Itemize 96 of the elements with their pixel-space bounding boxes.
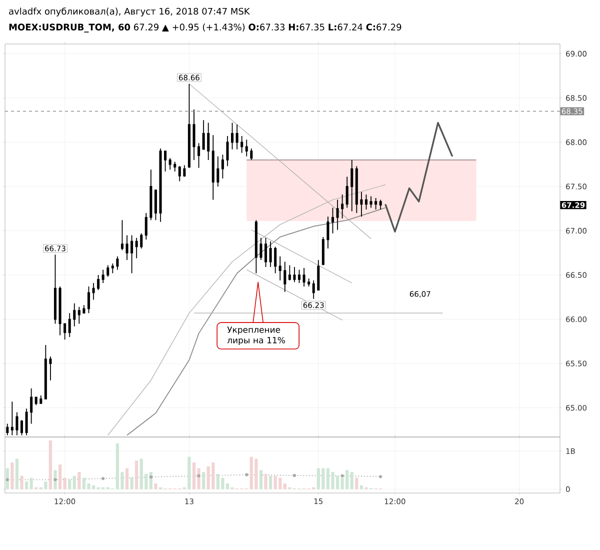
candlestick bbox=[226, 136, 229, 167]
line-series bbox=[384, 122, 454, 232]
candlestick bbox=[116, 256, 119, 270]
candlestick bbox=[245, 139, 248, 157]
line-series bbox=[126, 207, 386, 436]
candlestick bbox=[183, 164, 186, 178]
candlestick bbox=[221, 154, 224, 179]
bar bbox=[283, 483, 286, 490]
bar bbox=[154, 483, 158, 490]
candlestick bbox=[144, 212, 148, 240]
candlestick bbox=[322, 236, 324, 266]
candlestick bbox=[326, 216, 330, 249]
bar bbox=[130, 478, 134, 490]
candlestick bbox=[260, 237, 262, 260]
candlestick bbox=[174, 161, 176, 172]
chart-title: avladfx опубликовал(а), Август 16, 2018 07:47 MSK bbox=[9, 8, 250, 16]
bar bbox=[68, 480, 72, 490]
candlestick bbox=[64, 323, 66, 340]
candlestick bbox=[159, 148, 162, 222]
candlestick bbox=[240, 136, 244, 154]
bar bbox=[30, 478, 33, 490]
candlestick bbox=[34, 396, 38, 406]
candlestick bbox=[212, 134, 214, 200]
candlestick bbox=[102, 269, 104, 284]
candlestick bbox=[374, 198, 378, 210]
candlestick bbox=[284, 261, 286, 292]
candlestick bbox=[216, 156, 220, 187]
bar bbox=[355, 478, 358, 490]
candlestick bbox=[92, 282, 95, 300]
bar bbox=[268, 476, 272, 490]
candlestick bbox=[379, 199, 382, 210]
candlestick bbox=[346, 176, 348, 208]
annotation: Укрепление лиры на 11% bbox=[227, 326, 285, 346]
candlestick bbox=[341, 194, 344, 219]
candlestick bbox=[25, 408, 28, 436]
candlestick bbox=[73, 302, 76, 327]
candlestick bbox=[264, 237, 268, 268]
candlestick bbox=[168, 158, 172, 170]
bar bbox=[24, 482, 28, 490]
candlestick bbox=[308, 278, 310, 287]
text: MOEX:USDRUB_TOM, 60 67.29 ▲ +0.95 (+1.43%) O:67.33 H:67.35 L:67.24 C:67.29 bbox=[9, 24, 402, 32]
bar bbox=[350, 472, 354, 490]
bar bbox=[10, 462, 14, 490]
bar bbox=[72, 476, 76, 490]
bar bbox=[15, 458, 19, 490]
candlestick bbox=[49, 356, 52, 381]
bar bbox=[202, 472, 206, 490]
candlestick bbox=[293, 266, 296, 283]
bar bbox=[58, 464, 62, 490]
bar bbox=[20, 476, 24, 490]
candlestick bbox=[274, 246, 277, 274]
candlestick bbox=[207, 122, 210, 160]
bar bbox=[48, 440, 52, 490]
candlestick bbox=[106, 264, 110, 278]
candlestick bbox=[16, 412, 18, 436]
bar bbox=[264, 474, 268, 490]
candlestick bbox=[40, 394, 42, 404]
candlestick bbox=[236, 124, 238, 150]
bar bbox=[125, 468, 129, 490]
bar bbox=[63, 478, 66, 490]
candlestick bbox=[288, 264, 291, 281]
candlestick bbox=[312, 280, 315, 300]
candlestick bbox=[82, 304, 86, 314]
candlestick bbox=[111, 263, 114, 274]
bar bbox=[135, 460, 138, 490]
candlestick bbox=[370, 196, 372, 208]
candlestick bbox=[355, 166, 358, 214]
candlestick bbox=[250, 148, 253, 160]
candlestick bbox=[317, 260, 320, 291]
candlestick bbox=[10, 401, 14, 436]
bar bbox=[78, 472, 81, 490]
candlestick bbox=[68, 312, 71, 338]
candlestick bbox=[202, 120, 205, 150]
candlestick bbox=[192, 109, 196, 160]
candlestick bbox=[58, 286, 62, 336]
candlestick bbox=[154, 190, 157, 221]
candlestick bbox=[269, 240, 272, 268]
candlestick bbox=[30, 388, 33, 424]
candlestick bbox=[135, 237, 138, 259]
candlestick bbox=[44, 344, 47, 400]
candlestick bbox=[87, 286, 90, 314]
candlestick bbox=[178, 166, 181, 182]
candlestick bbox=[78, 306, 80, 324]
bar bbox=[259, 470, 263, 490]
candlestick bbox=[20, 420, 24, 436]
candlestick bbox=[6, 423, 9, 436]
candlestick bbox=[140, 232, 143, 249]
candlestick bbox=[336, 199, 339, 230]
candlestick bbox=[126, 234, 128, 260]
candlestick bbox=[360, 191, 363, 218]
candlestick bbox=[97, 274, 100, 291]
candlestick bbox=[150, 169, 152, 221]
candlestick bbox=[350, 160, 354, 212]
candlestick bbox=[278, 256, 282, 281]
candlestick bbox=[302, 267, 306, 287]
candlestick bbox=[254, 220, 258, 274]
